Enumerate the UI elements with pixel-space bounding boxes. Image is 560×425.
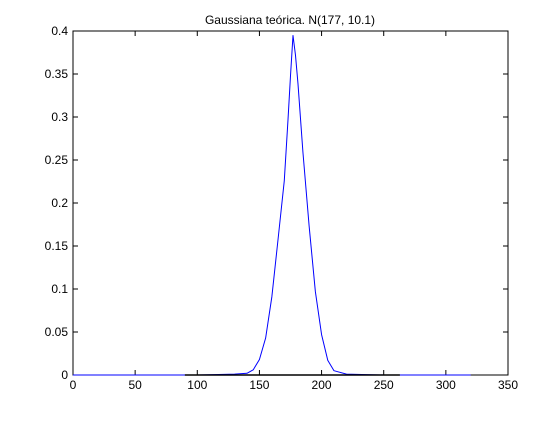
y-tick-label: 0.4 bbox=[51, 24, 68, 38]
y-tick-label: 0.05 bbox=[45, 325, 69, 339]
gaussian-curve-line bbox=[73, 34, 471, 376]
y-tick-label: 0 bbox=[61, 368, 68, 382]
y-tick-label: 0.15 bbox=[45, 239, 69, 253]
y-tick-label: 0.3 bbox=[51, 110, 68, 124]
x-tick-label: 250 bbox=[374, 378, 394, 392]
x-tick-label: 100 bbox=[187, 378, 207, 392]
y-tick-label: 0.2 bbox=[51, 196, 68, 210]
chart-title: Gaussiana teórica. N(177, 10.1) bbox=[205, 13, 375, 27]
x-tick-label: 200 bbox=[312, 378, 332, 392]
y-tick-label: 0.35 bbox=[45, 67, 69, 81]
x-tick-label: 50 bbox=[128, 378, 142, 392]
plot-layer: 0 50 100 150 200 250 300 350 0 0.05 0.1 0.15 0.2 0.25… bbox=[45, 24, 519, 392]
x-tick-label: 300 bbox=[436, 378, 456, 392]
y-tick-label: 0.1 bbox=[51, 282, 68, 296]
x-tick-label: 150 bbox=[249, 378, 269, 392]
x-tick-label: 0 bbox=[70, 378, 77, 392]
x-tick-label: 350 bbox=[498, 378, 518, 392]
y-tick-label: 0.25 bbox=[45, 153, 69, 167]
